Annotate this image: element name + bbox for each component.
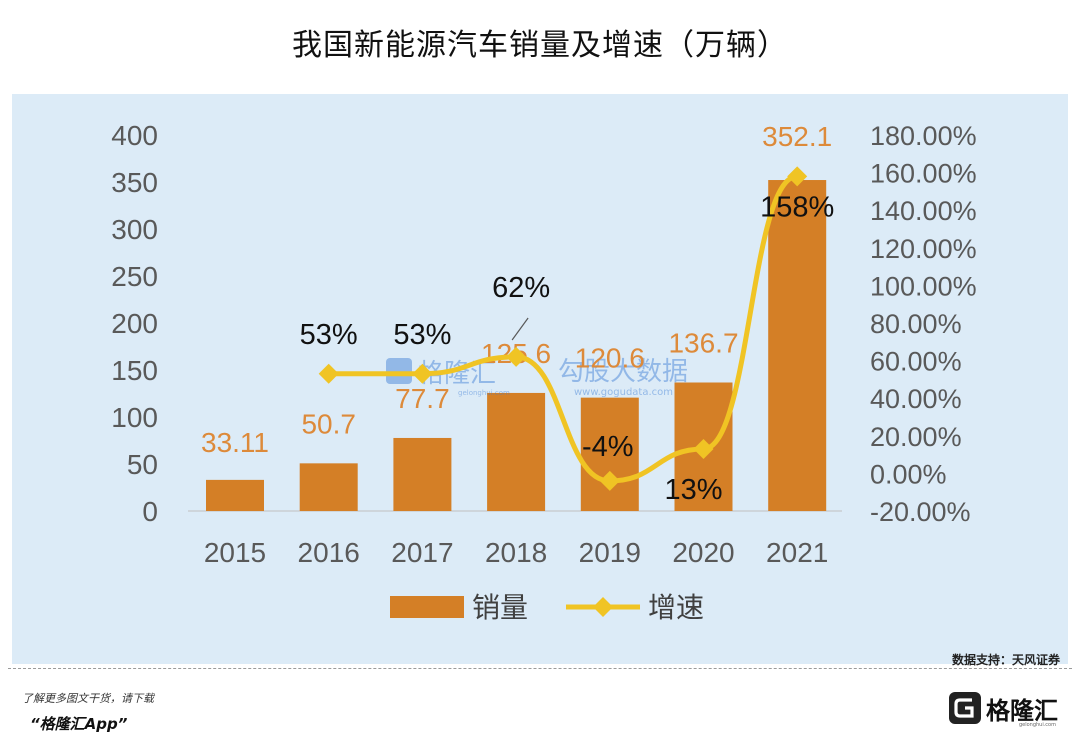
bar-value-label: 136.7 [668, 328, 738, 359]
bar-sales[interactable] [487, 392, 546, 511]
bar-sales[interactable] [580, 397, 639, 511]
growth-marker[interactable] [787, 166, 808, 187]
growth-marker[interactable] [506, 346, 527, 367]
growth-value-label: 62% [492, 272, 550, 304]
bar-value-label: 33.11 [201, 427, 269, 458]
legend-line-label: 增速 [648, 591, 704, 624]
y-right-tick-label: 0.00% [870, 459, 947, 489]
x-tick-label: 2017 [391, 537, 453, 568]
y-right-tick-label: 40.00% [870, 384, 962, 414]
y-right-tick-label: 20.00% [870, 422, 962, 452]
y-right-tick-label: 100.00% [870, 271, 977, 301]
growth-marker[interactable] [318, 363, 339, 384]
y-left-tick-label: 350 [111, 167, 158, 198]
watermark-text-domain: www.gogudata.com [574, 387, 673, 398]
y-left-tick-label: 50 [127, 449, 158, 480]
bar-sales[interactable] [768, 180, 827, 511]
legend-bar-swatch[interactable] [390, 596, 464, 618]
growth-value-label: 13% [664, 474, 722, 506]
source-note: 数据支持：天风证券 [951, 653, 1060, 667]
bar-value-label: 77.7 [395, 383, 450, 414]
watermark-text: 勾股大数据 [558, 357, 688, 387]
footer-brand-domain: gelonghui.com [1018, 722, 1056, 728]
x-tick-label: 2015 [204, 537, 266, 568]
y-right-tick-label: 140.00% [870, 196, 977, 226]
watermark-logo-icon [386, 358, 412, 384]
x-tick-label: 2021 [766, 537, 828, 568]
bar-value-label: 50.7 [301, 408, 356, 439]
y-right-tick-label: 80.00% [870, 309, 962, 339]
y-right-tick-label: 180.00% [870, 121, 977, 151]
y-left-tick-label: 100 [111, 402, 158, 433]
promo-app-name[interactable]: “格隆汇App” [30, 715, 128, 733]
watermark-brand-domain: gelonghui.com [458, 389, 510, 397]
bar-value-label: 120.6 [575, 343, 645, 374]
y-left-tick-label: 200 [111, 308, 158, 339]
y-left-tick-label: 250 [111, 261, 158, 292]
x-tick-label: 2020 [672, 537, 734, 568]
growth-value-label: 158% [760, 191, 834, 223]
footer-brand: 格隆汇 [948, 690, 1058, 726]
y-right-tick-label: 60.00% [870, 347, 962, 377]
growth-value-label: 53% [300, 319, 358, 351]
y-right-tick-label: 160.00% [870, 159, 977, 189]
y-left-tick-label: 150 [111, 355, 158, 386]
bar-sales[interactable] [393, 437, 452, 511]
bar-value-label: 352.1 [762, 121, 832, 152]
footer-divider [8, 668, 1072, 669]
growth-value-label: -4% [582, 431, 634, 463]
y-left-tick-label: 400 [111, 120, 158, 151]
brand-logo-icon [949, 692, 981, 724]
x-tick-label: 2019 [579, 537, 641, 568]
y-left-tick-label: 0 [142, 496, 158, 527]
y-right-tick-label: -20.00% [870, 497, 971, 527]
bar-sales[interactable] [299, 463, 358, 511]
x-tick-label: 2016 [298, 537, 360, 568]
chart-panel [12, 94, 1068, 664]
growth-value-label: 53% [393, 319, 451, 351]
y-right-tick-label: 120.00% [870, 234, 977, 264]
label-leader-line [511, 317, 529, 341]
chart-title: 我国新能源汽车销量及增速（万辆） [292, 28, 788, 63]
legend-bar-label: 销量 [472, 591, 528, 624]
growth-marker[interactable] [693, 438, 714, 459]
growth-marker[interactable] [599, 470, 620, 491]
promo-line-1: 了解更多图文干货，请下载 [22, 692, 154, 705]
y-left-tick-label: 300 [111, 214, 158, 245]
x-tick-label: 2018 [485, 537, 547, 568]
growth-marker[interactable] [412, 363, 433, 384]
bar-sales[interactable] [206, 479, 264, 511]
legend-line-marker [593, 597, 613, 617]
footer-brand-name: 格隆汇 [986, 696, 1058, 725]
